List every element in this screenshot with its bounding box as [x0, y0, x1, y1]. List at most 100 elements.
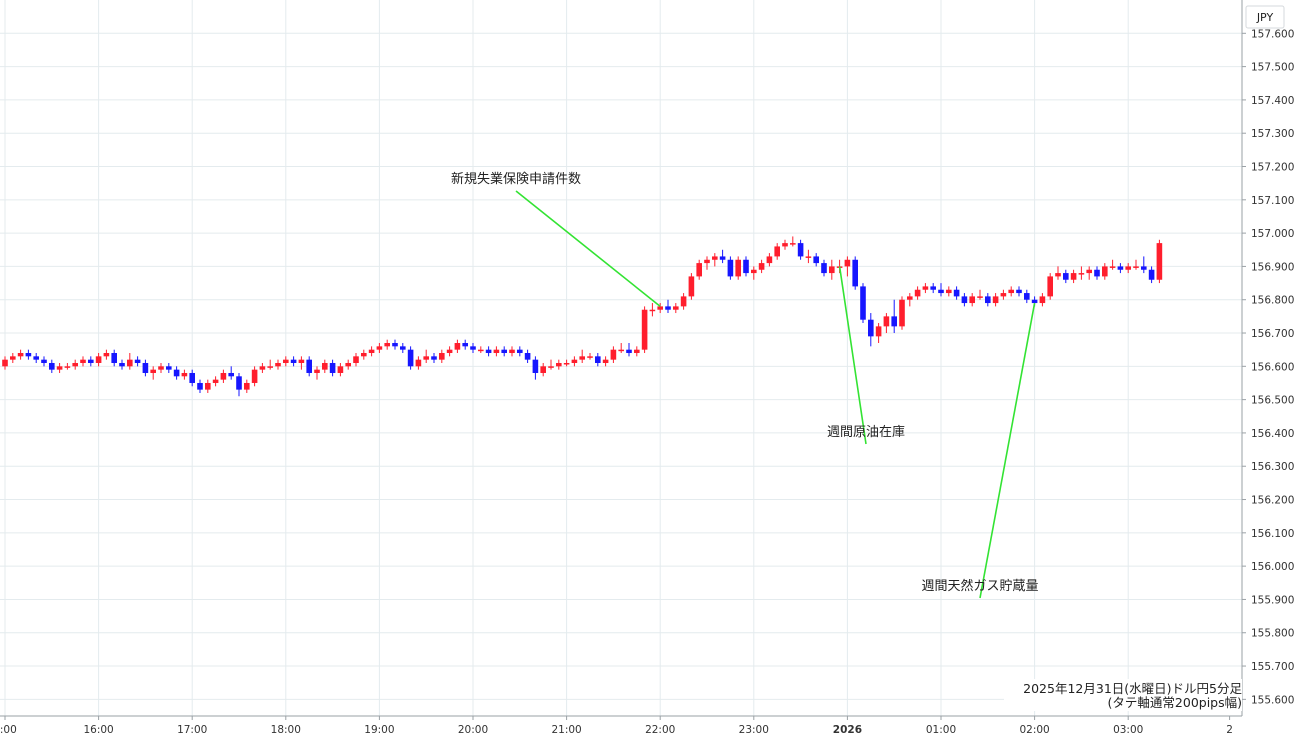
candle-body: [665, 306, 671, 310]
y-tick-label: 157.600: [1251, 28, 1294, 40]
candle: [337, 362, 344, 377]
candle: [602, 356, 609, 367]
candle: [649, 303, 656, 317]
y-tick-label: 157.500: [1251, 62, 1294, 74]
candle: [969, 293, 975, 307]
candle: [322, 359, 328, 373]
candle: [961, 293, 968, 307]
candle-body: [197, 382, 203, 390]
candle-body: [119, 362, 125, 367]
candle-body: [392, 343, 398, 347]
candle: [735, 256, 741, 280]
caption-line2: (タテ軸通常200pips幅): [1108, 695, 1242, 710]
candle: [95, 353, 102, 367]
candle-body: [704, 259, 710, 264]
x-tick-label: 22:00: [645, 724, 675, 736]
candle-body: [212, 379, 219, 383]
candle-body: [899, 299, 905, 327]
candle-body: [1109, 266, 1116, 268]
x-tick-label: 01:00: [926, 724, 956, 736]
annotation-leader-line: [979, 302, 1036, 599]
candle-body: [259, 366, 266, 370]
candle: [212, 376, 219, 387]
y-tick-label: 156.500: [1251, 395, 1294, 407]
candle: [634, 346, 640, 357]
candle-body: [548, 366, 554, 368]
candle: [688, 273, 695, 300]
candle-body: [384, 343, 390, 347]
y-tick-label: 156.300: [1251, 461, 1294, 473]
candle-body: [727, 259, 734, 277]
candle: [259, 362, 266, 373]
candle-body: [813, 256, 819, 264]
candle-body: [1000, 293, 1007, 297]
candle-body: [251, 369, 258, 383]
candle-body: [1141, 266, 1147, 270]
candle: [353, 353, 359, 367]
caption: 2025年12月31日(水曜日)ドル円5分足 (タテ軸通常200pips幅): [1004, 679, 1242, 711]
candle-body: [587, 356, 593, 358]
candle: [485, 346, 492, 357]
currency-label: JPY: [1256, 11, 1274, 24]
candle-body: [49, 362, 55, 370]
candle-body: [306, 359, 312, 373]
candle: [610, 346, 617, 363]
candle-body: [127, 359, 133, 367]
y-tick-label: 157.100: [1251, 195, 1294, 207]
candle: [306, 356, 312, 377]
candle-body: [236, 376, 242, 390]
candle-body: [1094, 269, 1100, 277]
x-tick-label: 2026: [833, 724, 862, 736]
candle-body: [423, 356, 429, 360]
candle: [49, 359, 55, 373]
candle-body: [1047, 276, 1053, 297]
candle: [673, 303, 679, 314]
candle-body: [64, 366, 71, 368]
candle: [290, 356, 297, 367]
candle-body: [1133, 266, 1139, 268]
annotation-leader-line: [515, 190, 661, 308]
candle-body: [376, 346, 383, 350]
candle: [509, 346, 515, 357]
candle: [719, 249, 726, 264]
candle-body: [852, 259, 858, 287]
candle-body: [626, 349, 632, 354]
candle: [844, 256, 851, 277]
y-tick-label: 156.700: [1251, 328, 1294, 340]
candle-body: [563, 362, 570, 365]
candle: [790, 236, 796, 247]
candle: [587, 353, 593, 360]
y-tick-label: 156.000: [1251, 561, 1294, 573]
candle-body: [860, 286, 866, 320]
candle-body: [938, 289, 944, 294]
candle-body: [657, 306, 663, 310]
candle: [1070, 269, 1077, 284]
candle-body: [649, 309, 656, 312]
candle-body: [1024, 293, 1030, 300]
candle-body: [368, 349, 375, 354]
candle: [158, 362, 164, 373]
candle: [314, 366, 320, 380]
candle: [992, 293, 999, 307]
candle: [228, 366, 234, 380]
candle-body: [969, 296, 975, 304]
candle-body: [571, 359, 578, 363]
candle: [743, 256, 749, 277]
candle-body: [88, 359, 94, 363]
candle: [446, 346, 453, 357]
candle: [829, 259, 835, 280]
candle: [462, 339, 468, 350]
candle: [431, 353, 437, 363]
candle: [1055, 266, 1061, 280]
candle-body: [228, 372, 234, 377]
candle-body: [166, 366, 172, 370]
candle-body: [680, 296, 687, 307]
candle: [454, 339, 461, 354]
candle: [1125, 263, 1131, 274]
candle: [571, 356, 578, 367]
candle-body: [2, 359, 8, 367]
candle-body: [80, 359, 86, 363]
candle-layer: [2, 236, 1163, 397]
candle-body: [891, 316, 897, 327]
